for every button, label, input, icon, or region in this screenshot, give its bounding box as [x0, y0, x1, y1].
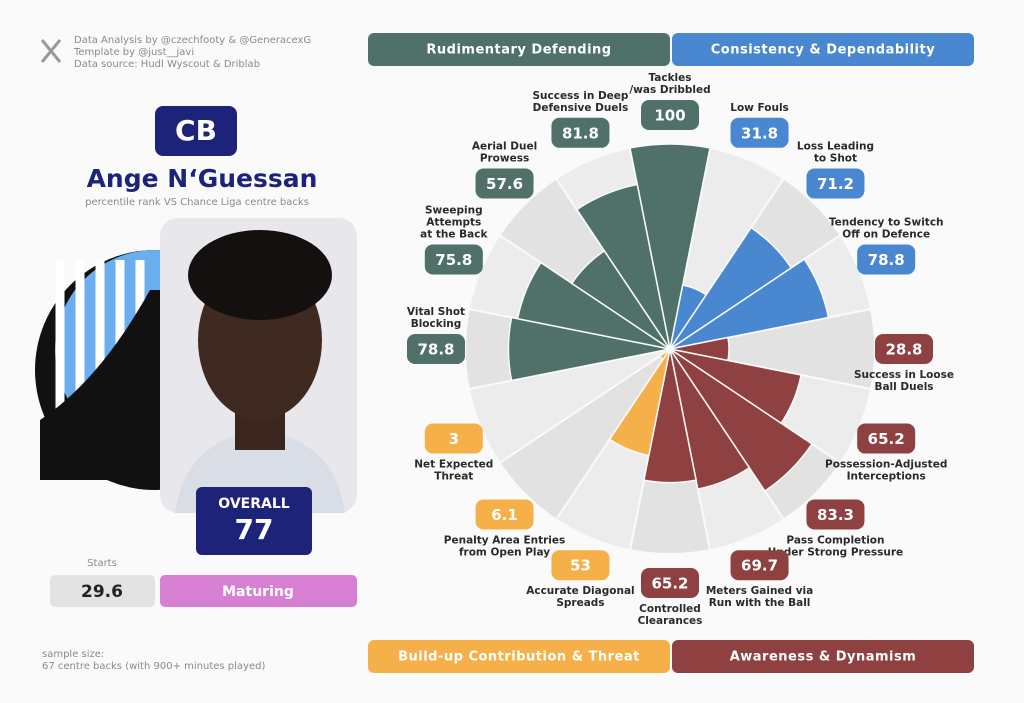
- value-label: 31.8: [741, 124, 778, 142]
- value-label: 3: [449, 430, 459, 448]
- player-silhouette: [175, 230, 345, 513]
- category-label: Success in Loose Ball Duels: [854, 369, 954, 393]
- category-label: Penalty Area Entries from Open Play: [444, 534, 565, 558]
- slice: [669, 348, 814, 493]
- slice: [669, 258, 830, 350]
- value-box: [857, 423, 916, 454]
- value-box: [475, 499, 534, 530]
- legend-box: [672, 33, 974, 66]
- sample-size: 67 centre backs (with 900+ minutes playe…: [42, 661, 265, 672]
- category-label: Possession-Adjusted Interceptions: [825, 459, 947, 483]
- overall-value: 77: [235, 513, 274, 546]
- value-label: 78.8: [868, 251, 905, 269]
- value-box: [475, 168, 534, 199]
- slice: [643, 348, 697, 484]
- value-box: [407, 334, 465, 364]
- slice: [629, 143, 711, 350]
- sample-size: sample size:: [42, 649, 104, 660]
- value-label: 28.8: [885, 341, 922, 359]
- category-label: Pass Completion Under Strong Pressure: [768, 534, 903, 558]
- value-box: [424, 423, 483, 454]
- category-label: Success in Deep Defensive Duels: [532, 90, 628, 114]
- value-box: [424, 244, 483, 275]
- category-label: Low Fouls: [730, 102, 789, 114]
- category-label: Loss Leading to Shot: [797, 141, 874, 165]
- credit: Data Analysis by @czechfooty & @Generace…: [74, 35, 311, 46]
- legend-label: Awareness & Dynamism: [730, 650, 917, 665]
- value-label: 53: [570, 557, 591, 575]
- starts-label: Starts: [87, 558, 117, 569]
- x-logo: [40, 39, 62, 63]
- value-box: [641, 100, 699, 130]
- position: CB: [175, 114, 217, 147]
- category-label: Tackles/was Dribbled: [629, 72, 710, 96]
- slice: [663, 348, 671, 354]
- category-label: Tendency to Switch Off on Defence: [829, 216, 944, 240]
- value-box: [857, 244, 916, 275]
- value-box: [806, 168, 865, 199]
- value-box: [551, 117, 610, 148]
- subtitle: percentile rank VS Chance Liga centre ba…: [85, 197, 309, 208]
- value-box: [641, 568, 699, 598]
- category-label: Sweeping Attempts at the Back: [420, 204, 488, 240]
- value-label: 65.2: [651, 575, 688, 593]
- value-label: 78.8: [417, 341, 454, 359]
- value-box: [730, 117, 789, 148]
- slice: [669, 348, 751, 491]
- overall-label: OVERALL: [218, 496, 289, 512]
- slice: [608, 348, 671, 457]
- credit: Data source: Hudl Wyscout & Driblab: [74, 59, 260, 70]
- category-label: Meters Gained via Run with the Ball: [706, 585, 813, 609]
- value-label: 69.7: [741, 557, 778, 575]
- legend-box: [672, 640, 974, 673]
- category-label: Controlled Clearances: [638, 603, 703, 627]
- overall-box: [196, 487, 312, 555]
- status-box: [160, 575, 357, 607]
- category-label: Net Expected Threat: [414, 459, 493, 483]
- legend-box: [368, 640, 670, 673]
- starts-box: [50, 575, 155, 607]
- value-label: 71.2: [817, 175, 854, 193]
- value-label: 57.6: [486, 175, 523, 193]
- value-label: 100: [654, 107, 685, 125]
- slice: [575, 183, 671, 350]
- slice: [507, 316, 671, 382]
- legend-label: Consistency & Dependability: [711, 43, 935, 58]
- category-label: Aerial Duel Prowess: [472, 141, 537, 165]
- slice: [516, 261, 671, 350]
- value-box: [806, 499, 865, 530]
- category-label: Accurate Diagonal Spreads: [526, 585, 634, 609]
- value-box: [875, 334, 933, 364]
- legend-box: [368, 33, 670, 66]
- player-name: Ange N‘Guessan: [87, 164, 318, 193]
- starts-value: 29.6: [81, 582, 123, 602]
- value-label: 83.3: [817, 506, 854, 524]
- value-label: 65.2: [868, 430, 905, 448]
- position-badge: [155, 106, 237, 156]
- legend-label: Rudimentary Defending: [426, 43, 611, 58]
- value-label: 6.1: [491, 506, 518, 524]
- status: Maturing: [222, 584, 294, 600]
- value-label: 81.8: [562, 124, 599, 142]
- value-label: 75.8: [435, 251, 472, 269]
- credit: Template by @just__javi: [73, 47, 194, 58]
- value-box: [551, 550, 610, 581]
- category-label: Vital Shot Blocking: [407, 306, 465, 330]
- legend-label: Build-up Contribution & Threat: [398, 650, 640, 665]
- value-box: [730, 550, 789, 581]
- club-logo: [35, 250, 170, 490]
